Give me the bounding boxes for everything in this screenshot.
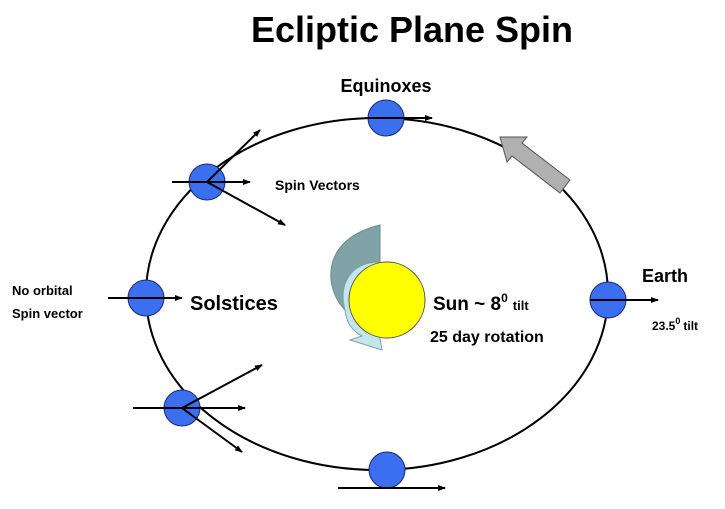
title: Ecliptic Plane Spin	[251, 9, 573, 50]
vector	[181, 364, 263, 409]
superscript: 0	[501, 291, 508, 305]
unit: tilt	[513, 298, 530, 313]
sun	[348, 261, 426, 339]
sun-tilt-label: Sun ~ 80 tilt	[433, 291, 529, 315]
equinoxes-label: Equinoxes	[340, 76, 431, 96]
spin-vectors-label: Spin Vectors	[275, 177, 360, 193]
vector	[206, 129, 261, 183]
earth-tilt-label: 23.50 tilt	[652, 316, 698, 333]
no-orbital-label: Spin vector	[12, 306, 83, 321]
planets	[127, 99, 627, 489]
solstices-label: Solstices	[190, 293, 278, 315]
earth-label: Earth	[642, 266, 688, 286]
spin-vectors	[108, 115, 659, 491]
unit: tilt	[683, 319, 698, 333]
vector	[206, 181, 286, 226]
orbit-direction-arrow	[499, 136, 571, 194]
no-orbital-label: No orbital	[12, 283, 73, 298]
planet	[368, 451, 406, 489]
vector	[181, 407, 243, 453]
sun-rotation-label: 25 day rotation	[430, 329, 544, 346]
text: Sun ~ 8	[433, 294, 501, 315]
value: 23.5	[652, 319, 676, 333]
superscript: 0	[675, 316, 680, 326]
